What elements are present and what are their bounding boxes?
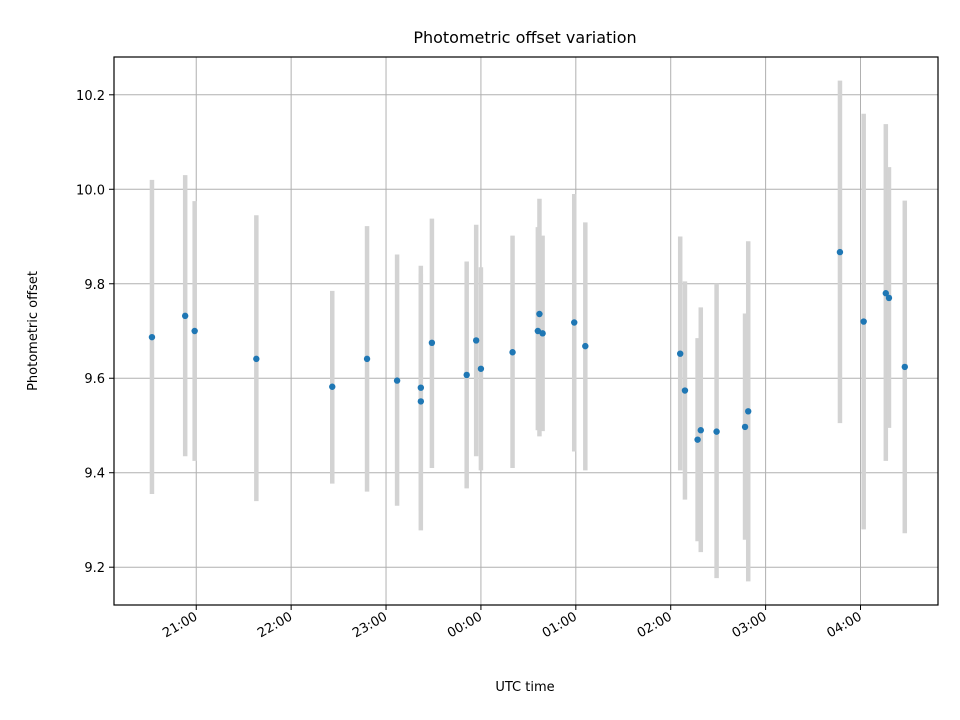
chart-title: Photometric offset variation [413,28,636,47]
data-point [417,398,425,405]
data-point [539,330,546,337]
x-tick-label: 03:00 [730,609,770,641]
data-point [534,327,542,335]
y-tick-label: 10.2 [76,89,105,104]
x-tick-label: 02:00 [635,609,675,641]
grid [114,57,938,605]
data-point [477,365,485,372]
x-tick-label: 04:00 [825,609,865,641]
data-point [191,327,198,335]
data-point [509,349,516,356]
data-point [681,387,689,394]
x-tick-label: 01:00 [540,609,580,641]
x-tick-label: 23:00 [350,609,390,641]
plot-frame [113,56,939,606]
data-point [536,310,543,318]
data-point [901,363,908,371]
data-point [694,436,701,443]
data-point [836,248,844,256]
y-tick-label: 9.2 [84,561,105,576]
data-point [885,294,893,302]
y-tick-label: 9.4 [84,467,105,482]
x-tick-label: 00:00 [445,609,485,641]
error-bars [149,80,908,582]
data-point [417,384,425,391]
data-point [741,423,749,431]
y-tick-label: 9.8 [84,278,105,293]
data-point [745,408,752,415]
data-point [393,377,401,384]
data-point [697,427,704,434]
data-point [363,355,371,363]
data-point [428,339,436,347]
x-tick-label: 21:00 [160,609,200,641]
data-point [329,383,336,390]
data-points [148,248,908,443]
y-axis-ticks: 9.2 9.4 9.6 9.8 10.0 10.2 [76,89,114,576]
x-axis-label: UTC time [495,680,554,695]
data-point [582,342,589,350]
data-point [882,290,890,297]
data-point [253,355,260,363]
y-tick-label: 10.0 [76,183,105,198]
data-point [571,319,578,326]
data-point [860,318,867,325]
data-point [181,312,189,320]
y-tick-label: 9.6 [84,372,105,387]
data-point [713,428,720,435]
x-tick-label: 22:00 [255,609,295,641]
data-point [463,371,470,379]
x-axis-ticks: 21:00 22:00 23:00 00:00 01:00 02:00 03:00 04:00 [160,605,865,641]
data-point [677,350,684,357]
data-point [472,337,480,344]
y-axis-label: Photometric offset [26,271,41,391]
data-point [148,333,156,341]
